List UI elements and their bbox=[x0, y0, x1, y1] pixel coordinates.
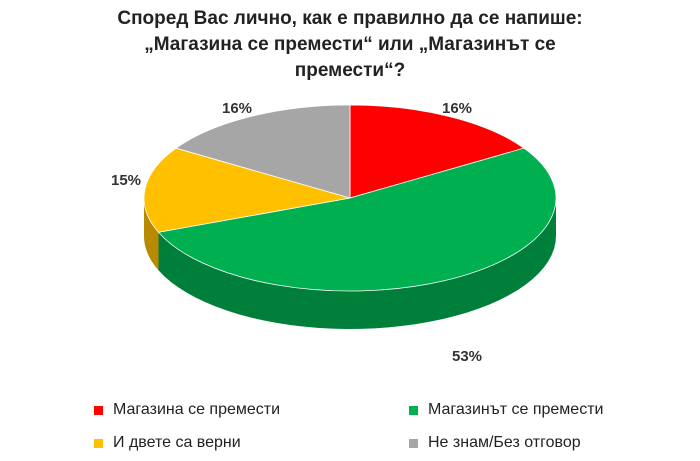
pie-slice-0 bbox=[349, 104, 525, 199]
chart-title: Според Вас лично, как е правилно да се н… bbox=[0, 6, 700, 84]
pie-slice-2 bbox=[143, 147, 351, 233]
chart-title-line-2: „Магазина се премести“ или „Магазинът се bbox=[144, 34, 556, 55]
data-label-1: 53% bbox=[452, 348, 482, 365]
data-label-2: 15% bbox=[111, 172, 141, 189]
data-label-0: 16% bbox=[442, 100, 472, 117]
data-label-3: 16% bbox=[222, 100, 252, 117]
pie-slice-1 bbox=[157, 147, 557, 292]
pie-slice-3 bbox=[175, 104, 351, 199]
chart-title-line-1: Според Вас лично, как е правилно да се н… bbox=[117, 8, 583, 29]
pie-side-1 bbox=[158, 198, 556, 329]
chart-title-line-3: премести“? bbox=[294, 60, 406, 81]
